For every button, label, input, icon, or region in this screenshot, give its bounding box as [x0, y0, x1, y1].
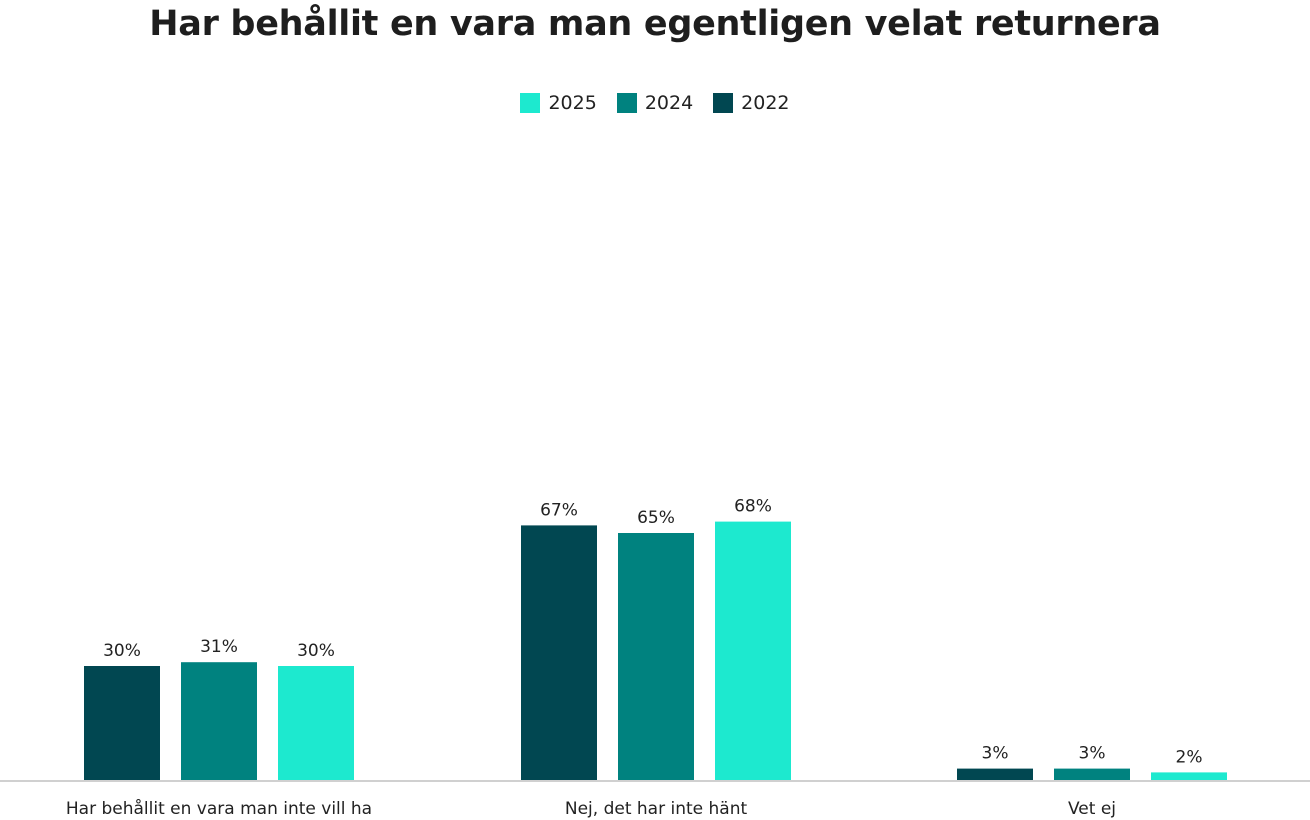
- legend-item-2025: 2025: [520, 92, 597, 114]
- bar-2024-cat-1: [618, 533, 694, 780]
- data-label-2022-cat-0: 30%: [103, 641, 141, 661]
- data-label-2024-cat-0: 31%: [200, 637, 238, 657]
- bar-2022-cat-2: [957, 768, 1033, 780]
- chart-title: Har behållit en vara man egentligen vela…: [149, 4, 1161, 44]
- data-label-2024-cat-1: 65%: [637, 508, 675, 528]
- bar-2025-cat-1: [715, 521, 791, 780]
- legend-swatch-2025: [520, 93, 541, 113]
- legend-swatch-2022: [713, 93, 734, 113]
- legend-label-2024: 2024: [644, 92, 694, 114]
- category-label-0: Har behållit en vara man inte vill ha: [66, 798, 372, 819]
- category-label-2: Vet ej: [1068, 799, 1116, 819]
- data-label-2024-cat-2: 3%: [1079, 744, 1106, 764]
- bar-2025-cat-2: [1151, 772, 1227, 780]
- legend-label-2022: 2022: [741, 92, 790, 114]
- legend-item-2024: 2024: [616, 92, 694, 114]
- bar-2022-cat-1: [521, 525, 597, 780]
- data-label-2022-cat-1: 67%: [540, 500, 578, 520]
- data-label-2025-cat-2: 2%: [1176, 747, 1203, 767]
- legend-swatch-2024: [616, 93, 637, 113]
- category-label-1: Nej, det har inte hänt: [565, 799, 748, 819]
- bar-2025-cat-0: [278, 666, 354, 780]
- data-label-2022-cat-2: 3%: [982, 744, 1009, 764]
- bar-2024-cat-2: [1054, 768, 1130, 780]
- bar-2024-cat-0: [181, 662, 257, 780]
- bar-2022-cat-0: [84, 666, 160, 780]
- data-label-2025-cat-0: 30%: [297, 641, 335, 661]
- data-label-2025-cat-1: 68%: [734, 497, 772, 517]
- chart-legend: 2025 2024 2022: [0, 92, 1310, 114]
- legend-item-2022: 2022: [713, 92, 790, 114]
- legend-label-2025: 2025: [548, 92, 597, 114]
